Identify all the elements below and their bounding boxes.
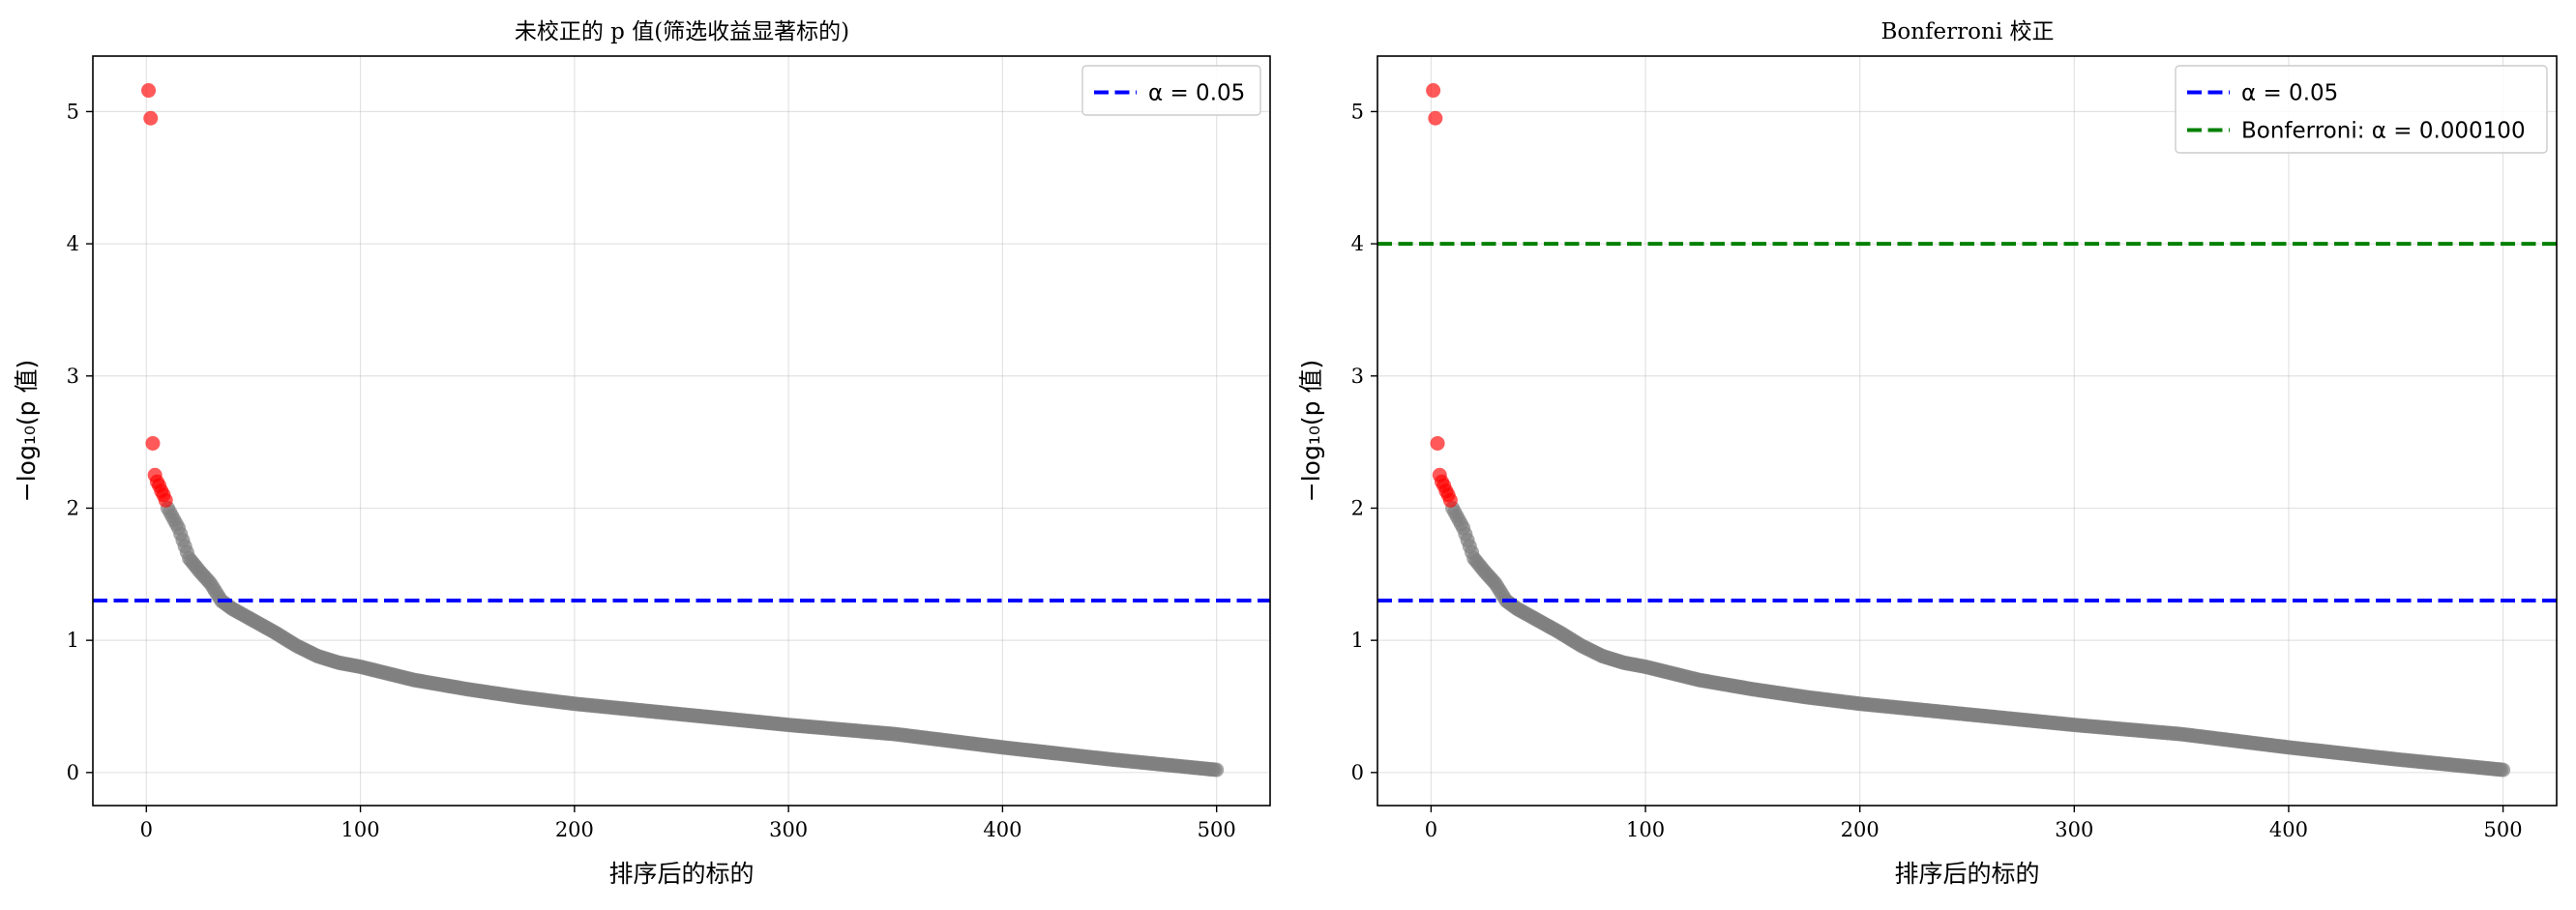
significant-data-point (1426, 83, 1441, 99)
significant-data-point (1428, 110, 1443, 126)
panel-title: 未校正的 p 值(筛选收益显著标的) (515, 19, 849, 44)
significant-data-point (141, 83, 157, 99)
y-tick-label: 5 (1351, 100, 1364, 123)
axis-ticks: 0 100 200 300 400 500 0 1 2 3 4 5 (1351, 100, 2523, 841)
significant-data-point (145, 435, 161, 451)
y-tick-label: 0 (67, 761, 79, 784)
y-tick-label: 0 (1351, 761, 1364, 784)
y-tick-label: 3 (67, 365, 79, 388)
x-tick-label: 300 (2055, 818, 2093, 841)
legend: α = 0.05 (1081, 65, 1261, 116)
panel-bonferroni: Bonferroni 校正 0 100 200 300 400 500 0 1 2 3 4 5 排序后… (1297, 19, 2558, 888)
legend-label: α = 0.05 (1148, 81, 1245, 106)
data-point (2496, 762, 2511, 778)
x-tick-label: 300 (769, 818, 808, 841)
x-tick-label: 100 (1626, 818, 1665, 841)
y-tick-label: 3 (1351, 365, 1364, 388)
y-tick-label: 5 (67, 100, 79, 123)
x-tick-label: 200 (555, 818, 594, 841)
x-axis-label: 排序后的标的 (1894, 860, 2039, 888)
legend-label: Bonferroni: α = 0.000100 (2241, 119, 2526, 144)
panel-title: Bonferroni 校正 (1880, 19, 2054, 44)
y-tick-label: 4 (1351, 232, 1364, 255)
x-axis-label: 排序后的标的 (608, 860, 754, 888)
x-tick-label: 0 (140, 818, 153, 841)
x-tick-label: 200 (1841, 818, 1880, 841)
x-tick-label: 100 (341, 818, 380, 841)
significant-data-point (1442, 492, 1458, 508)
x-tick-label: 400 (2269, 818, 2308, 841)
axes-frame (92, 55, 1271, 807)
x-tick-label: 400 (983, 818, 1022, 841)
axis-ticks: 0 100 200 300 400 500 0 1 2 3 4 5 (67, 100, 1236, 841)
data-points (1426, 83, 2511, 778)
x-tick-label: 0 (1425, 818, 1437, 841)
y-tick-label: 1 (67, 629, 79, 652)
reference-lines (1377, 242, 2557, 603)
significant-data-point (158, 492, 173, 508)
x-tick-label: 500 (1198, 818, 1236, 841)
y-tick-label: 2 (67, 496, 79, 519)
legend-box (2175, 65, 2548, 154)
x-tick-label: 500 (2484, 818, 2523, 841)
significant-data-point (143, 110, 159, 126)
legend: α = 0.05 Bonferroni: α = 0.000100 (2175, 65, 2548, 154)
significant-data-point (1430, 435, 1445, 451)
legend-box (1081, 65, 1261, 116)
data-points (141, 83, 1225, 778)
panel-uncorrected: 未校正的 p 值(筛选收益显著标的) 0 100 200 300 400 500 0 1 2 3 4… (13, 19, 1271, 888)
y-tick-label: 1 (1351, 629, 1364, 652)
y-axis-label: −log₁₀(p 值) (1297, 360, 1325, 502)
data-point (1209, 762, 1225, 778)
legend-label: α = 0.05 (2241, 81, 2338, 106)
y-tick-label: 2 (1351, 496, 1364, 519)
y-tick-label: 4 (67, 232, 79, 255)
y-axis-label: −log₁₀(p 值) (13, 360, 41, 502)
axes-frame (1377, 55, 2558, 807)
